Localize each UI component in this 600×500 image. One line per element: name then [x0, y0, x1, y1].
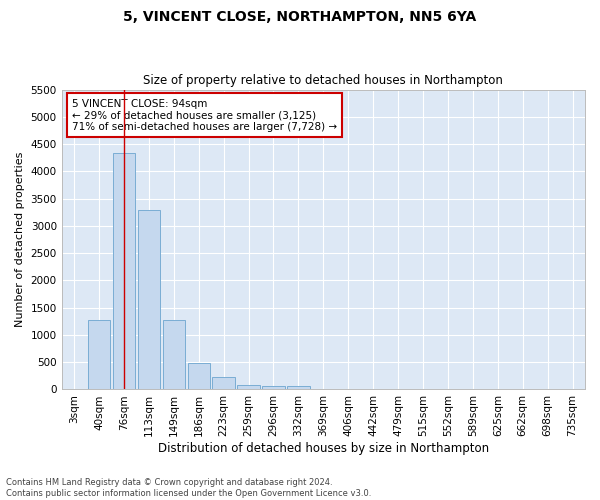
- Bar: [212, 378, 235, 390]
- X-axis label: Distribution of detached houses by size in Northampton: Distribution of detached houses by size …: [158, 442, 489, 455]
- Bar: [137, 210, 160, 390]
- Bar: [113, 153, 135, 390]
- Title: Size of property relative to detached houses in Northampton: Size of property relative to detached ho…: [143, 74, 503, 87]
- Text: 5 VINCENT CLOSE: 94sqm
← 29% of detached houses are smaller (3,125)
71% of semi-: 5 VINCENT CLOSE: 94sqm ← 29% of detached…: [72, 98, 337, 132]
- Text: 5, VINCENT CLOSE, NORTHAMPTON, NN5 6YA: 5, VINCENT CLOSE, NORTHAMPTON, NN5 6YA: [124, 10, 476, 24]
- Y-axis label: Number of detached properties: Number of detached properties: [15, 152, 25, 327]
- Text: Contains HM Land Registry data © Crown copyright and database right 2024.
Contai: Contains HM Land Registry data © Crown c…: [6, 478, 371, 498]
- Bar: [88, 320, 110, 390]
- Bar: [188, 362, 210, 390]
- Bar: [163, 320, 185, 390]
- Bar: [238, 385, 260, 390]
- Bar: [262, 386, 285, 390]
- Bar: [287, 386, 310, 390]
